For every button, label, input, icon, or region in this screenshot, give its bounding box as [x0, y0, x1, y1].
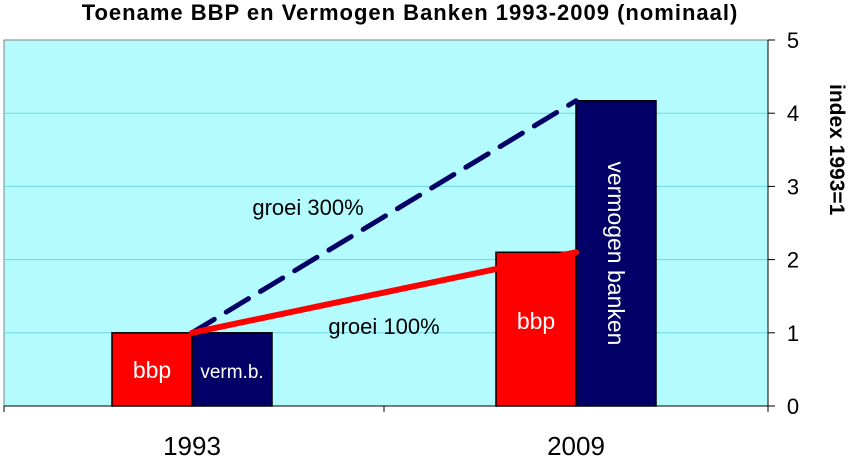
bar: [575, 100, 657, 407]
y-tick-label: 1: [787, 321, 799, 346]
y-tick-label: 5: [787, 28, 799, 53]
growth-annotation: groei 300%: [252, 195, 363, 220]
x-tick-label: 2009: [547, 431, 605, 461]
bar: [191, 332, 273, 407]
x-tick-label: 1993: [163, 431, 221, 461]
bar-labels: bbp bbp verm.b. vermogen banken groei 300% gr…: [133, 161, 629, 383]
bar: [111, 332, 193, 407]
y-tick-label: 3: [787, 174, 799, 199]
y-axis: 0 1 2 3 4 5: [767, 28, 799, 419]
growth-lines: [189, 98, 579, 336]
y-axis-label: index 1993=1: [825, 84, 848, 216]
bar-label: bbp: [133, 357, 171, 383]
bars: [111, 100, 657, 407]
growth-line: [189, 249, 579, 336]
bar: [495, 251, 577, 407]
y-tick-label: 2: [787, 248, 799, 273]
growth-annotation: groei 100%: [328, 314, 439, 339]
chart-title: Toename BBP en Vermogen Banken 1993-2009…: [81, 0, 739, 25]
y-tick-label: 0: [787, 394, 799, 419]
bar-label: vermogen banken: [603, 161, 629, 345]
bar-label: verm.b.: [200, 362, 263, 383]
growth-line: [189, 98, 579, 336]
x-axis: 1993 2009: [3, 405, 769, 461]
y-tick-label: 4: [787, 101, 799, 126]
bar-label: bbp: [517, 308, 555, 334]
